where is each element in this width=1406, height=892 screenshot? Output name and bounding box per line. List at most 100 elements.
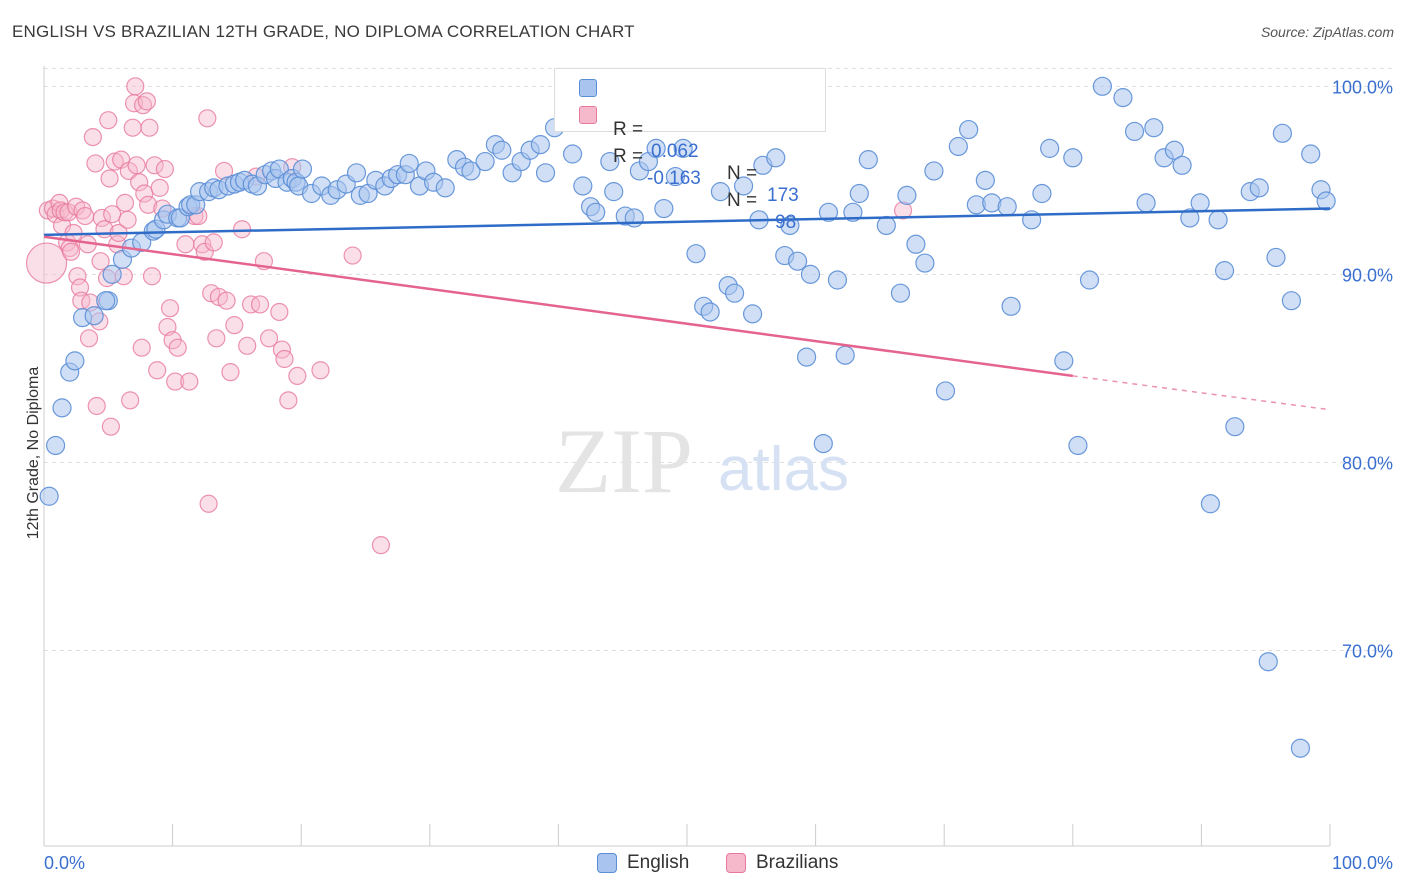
data-point-english	[1258, 652, 1278, 672]
data-point-english	[796, 347, 817, 367]
data-point-english	[849, 183, 869, 204]
data-point-brazilians	[221, 363, 240, 382]
data-point-english	[843, 202, 863, 222]
data-point-english	[39, 486, 59, 506]
y-tick-label: 90.0%	[1342, 265, 1393, 285]
brazilians-legend-icon	[726, 853, 746, 873]
data-point-english	[827, 270, 848, 290]
data-point-brazilians	[137, 92, 156, 111]
source-label: Source: ZipAtlas.com	[1260, 24, 1394, 40]
data-point-brazilians	[142, 267, 162, 286]
chart-title: ENGLISH VS BRAZILIAN 12TH GRADE, NO DIPL…	[12, 22, 635, 41]
tick-labels: 70.0% 80.0% 90.0% 100.0% 0.0% 100.0%	[44, 77, 1393, 873]
data-point-english	[530, 135, 550, 155]
data-point-english	[1172, 155, 1192, 175]
data-point-english	[800, 264, 821, 284]
data-point-english	[813, 433, 833, 454]
data-point-english	[45, 435, 66, 456]
data-point-brazilians	[198, 109, 217, 128]
data-point-english	[1079, 270, 1100, 290]
data-point-english	[924, 161, 944, 181]
data-point-brazilians	[275, 349, 294, 369]
watermark: ZIP atlas	[555, 410, 849, 512]
data-point-brazilians	[70, 278, 90, 297]
data-point-english	[1290, 738, 1311, 758]
data-point-english	[818, 202, 839, 222]
data-point-english	[435, 178, 455, 198]
data-point-brazilians	[259, 329, 279, 348]
data-point-english	[600, 151, 620, 172]
data-point-english	[1144, 118, 1164, 138]
data-point-english	[52, 398, 72, 418]
data-point-brazilians	[168, 338, 187, 357]
data-point-brazilians	[25, 242, 68, 284]
data-point-english	[997, 197, 1017, 217]
english-swatch-icon	[579, 79, 597, 97]
stats-box: R = 0.062 N = 173 R = -0.163 N = 98	[554, 68, 826, 233]
data-point-english	[1001, 296, 1021, 316]
data-point-english	[492, 140, 512, 160]
data-point-english	[1266, 247, 1286, 268]
data-point-english	[906, 234, 926, 254]
brazilians-r-value: -0.163	[647, 168, 701, 189]
data-point-english	[1054, 351, 1074, 371]
data-point-brazilians	[140, 118, 159, 137]
data-point-brazilians	[204, 233, 223, 252]
data-point-english	[897, 185, 917, 205]
brazilians-n-value: 98	[775, 212, 797, 233]
data-point-english	[1272, 123, 1293, 143]
brazilians-points	[25, 77, 913, 555]
data-point-english	[535, 163, 556, 183]
data-point-english	[102, 264, 122, 284]
trend-line-brazilians-extension	[1072, 375, 1331, 411]
legend-label-english: English	[627, 852, 690, 873]
watermark-zip: ZIP	[555, 410, 693, 512]
data-point-english	[780, 215, 800, 236]
data-point-brazilians	[279, 391, 298, 410]
brazilians-r-label: R =	[613, 146, 649, 167]
data-point-english	[399, 153, 419, 174]
y-axis-label: 12th Grade, No Diploma	[25, 367, 42, 540]
data-point-brazilians	[79, 329, 99, 348]
data-point-english	[292, 159, 313, 179]
data-point-english	[475, 151, 495, 172]
data-point-english	[65, 351, 85, 371]
y-tick-label: 70.0%	[1342, 641, 1393, 661]
data-point-english	[700, 302, 720, 322]
english-n-value: 173	[767, 185, 799, 206]
data-point-brazilians	[176, 235, 195, 254]
data-point-english	[1200, 494, 1221, 514]
data-point-english	[959, 119, 979, 140]
data-point-english	[890, 283, 911, 303]
legend-label-brazilians: Brazilians	[756, 852, 839, 873]
data-point-english	[948, 136, 968, 157]
english-n-label: N =	[727, 163, 763, 184]
data-point-brazilians	[115, 193, 135, 213]
english-r-value: 0.062	[651, 141, 699, 162]
grid-lines	[44, 67, 1392, 651]
data-point-brazilians	[121, 391, 140, 410]
data-point-brazilians	[105, 152, 124, 171]
data-point-brazilians	[139, 195, 158, 214]
legend-item-brazilians[interactable]: Brazilians	[726, 852, 838, 874]
legend-item-english[interactable]: English	[597, 852, 689, 874]
y-tick-label: 80.0%	[1342, 453, 1393, 473]
data-point-english	[876, 215, 896, 236]
data-point-brazilians	[68, 267, 87, 286]
data-point-brazilians	[311, 361, 330, 380]
data-point-brazilians	[250, 295, 270, 314]
data-point-brazilians	[199, 494, 218, 513]
data-point-brazilians	[166, 372, 185, 391]
data-point-brazilians	[123, 118, 142, 137]
trend-lines	[43, 207, 1331, 411]
data-point-brazilians	[118, 210, 137, 229]
data-point-brazilians	[126, 77, 145, 96]
stats-row-brazilians: R = -0.163 N = 98	[579, 102, 796, 233]
data-point-english	[733, 176, 754, 196]
y-tick-label: 100.0%	[1332, 77, 1393, 97]
data-point-brazilians	[130, 173, 149, 192]
data-point-brazilians	[155, 159, 174, 179]
x-tick-label: 100.0%	[1332, 853, 1393, 873]
data-point-brazilians	[87, 396, 106, 416]
data-point-english	[646, 138, 666, 158]
